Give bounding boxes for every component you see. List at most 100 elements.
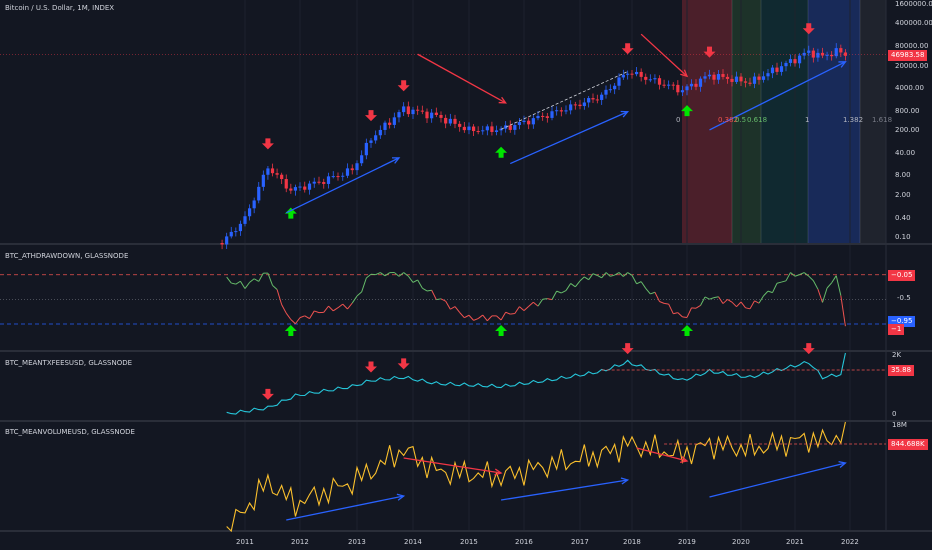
drawdown-line-segment <box>704 296 710 300</box>
price-candle <box>425 108 429 124</box>
downtrend-arrow <box>636 447 689 464</box>
price-axis-label: 800.00 <box>895 106 920 115</box>
fib-label: 0.382 <box>718 116 739 124</box>
price-candle <box>811 47 815 63</box>
price-candle <box>604 85 608 99</box>
drawdown-line-segment <box>226 276 232 284</box>
price-candle <box>613 82 617 95</box>
price-candle <box>730 75 734 87</box>
price-candle <box>458 120 462 132</box>
drawdown-line-segment <box>500 311 507 321</box>
drawdown-line-segment <box>342 303 348 310</box>
drawdown-line-segment <box>654 292 660 302</box>
price-candle <box>397 109 401 123</box>
drawdown-line-segment <box>285 312 292 320</box>
uptrend-arrow <box>509 110 630 165</box>
drawdown-line-segment <box>803 272 810 277</box>
fib-zone-1 <box>732 0 761 243</box>
price-candle <box>634 66 639 77</box>
price-axis-label: 400000.00 <box>895 19 932 28</box>
price-candle <box>839 44 843 58</box>
drawdown-tag-lower: −0.95 <box>888 316 916 328</box>
price-candle <box>797 53 802 69</box>
drawdown-line-segment <box>231 282 236 285</box>
sell-signal-arrow <box>802 343 815 355</box>
price-candle <box>748 77 752 87</box>
price-candle <box>550 106 554 121</box>
drawdown-line-segment <box>542 298 548 300</box>
downtrend-arrow <box>403 457 503 476</box>
sell-signal-arrow <box>621 43 634 55</box>
drawdown-line-segment <box>422 287 428 292</box>
price-candle <box>499 126 503 136</box>
drawdown-line-segment <box>561 290 567 294</box>
drawdown-line-segment <box>767 290 773 294</box>
price-candle <box>644 73 648 85</box>
price-axis-label: 0.40 <box>895 213 911 222</box>
drawdown-line-segment <box>618 272 624 277</box>
fib-label: 0.618 <box>747 116 768 124</box>
drawdown-line-segment <box>403 272 409 277</box>
price-axis-label: 20000.00 <box>895 61 929 70</box>
drawdown-line-segment <box>627 272 633 276</box>
drawdown-line-segment <box>718 296 724 304</box>
price-candle <box>378 125 382 139</box>
drawdown-line-segment <box>496 315 502 321</box>
cycle-trendline <box>500 71 628 130</box>
price-candle <box>252 197 256 214</box>
price-candle <box>573 101 577 110</box>
drawdown-line-segment <box>727 299 733 303</box>
price-candle <box>630 69 634 79</box>
x-axis-label: 2011 <box>236 538 254 546</box>
drawdown-line-segment <box>505 311 511 315</box>
price-candle <box>341 172 345 181</box>
drawdown-line-segment <box>464 314 470 319</box>
price-candle <box>225 232 229 249</box>
price-candle <box>830 51 834 61</box>
drawdown-line-segment <box>781 280 787 283</box>
x-axis-label: 2022 <box>841 538 859 546</box>
drawdown-line-segment <box>258 272 264 282</box>
drawdown-line-segment <box>826 282 833 289</box>
price-candle <box>707 69 712 80</box>
price-candle <box>559 107 563 117</box>
price-candle <box>284 174 288 193</box>
drawdown-line-segment <box>482 314 488 322</box>
price-candle <box>685 84 689 96</box>
sell-signal-arrow <box>703 46 716 58</box>
drawdown-line-segment <box>314 310 320 314</box>
drawdown-line-segment <box>337 303 344 309</box>
price-candle <box>369 137 373 148</box>
price-candle <box>345 163 350 179</box>
drawdown-line-segment <box>740 301 746 309</box>
drawdown-line-segment <box>473 318 479 321</box>
fib-zone-2 <box>761 0 808 243</box>
price-candle <box>569 100 573 115</box>
price-candle <box>784 60 788 72</box>
price-candle <box>757 73 761 85</box>
drawdown-line-segment <box>754 300 760 304</box>
price-candle <box>490 121 494 136</box>
drawdown-line-segment <box>597 275 602 279</box>
x-axis-label: 2021 <box>786 538 804 546</box>
chart-title: Bitcoin / U.S. Dollar, 1M, INDEX <box>5 4 115 12</box>
drawdown-line-segment <box>519 306 525 311</box>
drawdown-line-segment <box>556 290 562 294</box>
price-axis-label: 4000.00 <box>895 84 924 93</box>
drawdown-line-segment <box>533 301 539 307</box>
drawdown-tag-upper: −0.05 <box>888 269 916 281</box>
drawdown-line-segment <box>351 295 358 304</box>
price-candle <box>595 94 599 104</box>
price-candle <box>825 51 829 61</box>
price-candle <box>725 73 730 84</box>
drawdown-line-segment <box>547 298 553 301</box>
price-candle <box>807 45 811 56</box>
drawdown-line-segment <box>650 291 656 295</box>
price-candle <box>453 114 457 129</box>
drawdown-line-segment <box>673 312 678 315</box>
price-candle <box>578 99 582 110</box>
drawdown-line-segment <box>605 272 611 277</box>
drawdown-line-segment <box>398 272 404 277</box>
sell-signal-arrow <box>261 138 274 150</box>
drawdown-line-segment <box>332 307 339 312</box>
